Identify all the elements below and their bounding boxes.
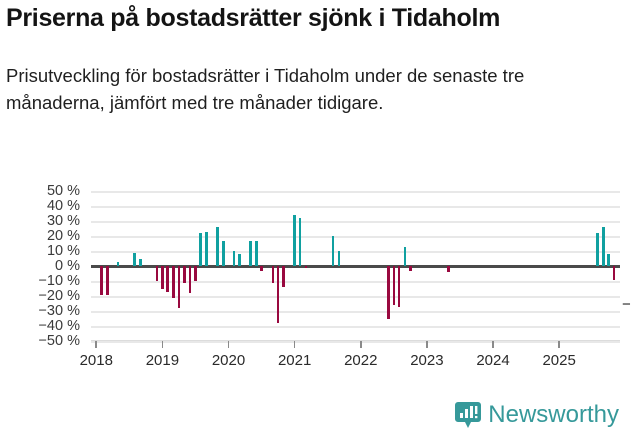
x-axis-tick-mark [95,341,98,348]
chart-bar [276,266,280,323]
chart-bar [177,266,181,308]
chart-bar [232,251,236,266]
x-axis-tick-mark [227,341,230,348]
y-axis-tick-label: 40 % [46,198,80,214]
y-axis-tick-label: −20 % [38,288,80,304]
chart-bar [182,266,186,283]
x-axis-tick-mark [492,341,494,348]
x-axis-tick-mark [293,341,296,348]
last-value-annotation: −9 % [622,295,631,313]
x-axis-line [91,340,620,341]
x-axis-tick-mark [426,341,428,348]
y-axis-tick-label: −30 % [38,303,80,319]
gridline [91,236,620,238]
y-axis-tick-label: −10 % [38,273,80,289]
chart-bar [133,252,136,266]
gridline [91,281,620,283]
y-axis-tick-label: 0 % [55,258,80,274]
chart-bar [238,254,242,266]
chart-bar [293,215,296,266]
chart-bar [166,266,169,292]
newsworthy-logo: Newsworthy [455,401,619,429]
chart-bar [139,258,142,266]
chart-bar [607,254,611,266]
x-axis-tick-label: 2022 [344,352,378,369]
chart-bar [337,251,341,266]
x-axis-tick-label: 2020 [211,352,246,369]
chart-bar [106,266,109,295]
chart-bar [249,240,252,266]
y-axis-tick-label: 50 % [46,183,80,199]
gridline [91,251,620,253]
x-axis-tick-label: 2018 [79,352,113,369]
chart-bar [172,266,175,298]
brand-name: Newsworthy [488,401,619,428]
bar-chart-marker-icon [455,401,482,429]
chart-bar [331,236,335,266]
chart-bar [116,261,120,266]
x-axis-tick-label: 2024 [476,352,510,369]
x-axis-tick-label: 2023 [410,352,444,369]
x-axis-tick-label: 2021 [277,352,312,369]
chart-bar [596,233,599,266]
chart-bar [612,266,616,280]
price-development-bar-chart: 50 % 40 % 30 % 20 % 10 % 0 % −10 % −20 % −30 % −4… [0,180,631,385]
chart-bar [205,231,208,266]
chart-bar [392,266,396,305]
gridline [91,311,620,313]
chart-bar [260,266,263,271]
chart-bar [387,266,390,319]
zero-line [91,265,620,268]
gridline [91,206,620,208]
chart-bar [282,266,285,287]
chart-bar [100,266,103,295]
chart-bar [397,266,401,307]
gridline [91,191,620,193]
page-subtitle: Prisutveckling för bostadsrätter i Tidah… [6,65,525,113]
x-axis-tick-label: 2019 [145,352,180,369]
gridline [91,221,620,223]
x-axis-tick-mark [359,341,362,348]
chart-bar [255,240,258,266]
chart-bar [602,227,605,266]
chart-bar [447,266,451,272]
x-axis-tick-mark [558,341,560,348]
y-axis-tick-label: −50 % [38,333,80,349]
x-axis-tick-mark [161,341,164,348]
y-axis-tick-labels: 50 % 40 % 30 % 20 % 10 % 0 % −10 % −20 % −30 % −4… [0,180,80,385]
y-axis-tick-label: −40 % [38,318,80,334]
chart-bar [409,266,412,271]
chart-bar [194,266,197,281]
gridline [91,341,620,343]
chart-bar [161,266,164,289]
chart-bar [304,266,308,268]
chart-bar [199,233,203,266]
y-axis-tick-label: 20 % [46,228,80,244]
chart-bar [403,246,407,266]
chart-bar [155,266,159,281]
chart-bar [221,240,225,266]
y-axis-tick-label: 10 % [46,243,80,259]
gridline [91,326,620,328]
x-axis-tick-label: 2025 [542,352,576,369]
chart-bar [298,218,302,266]
chart-bar [188,266,192,293]
gridline [91,296,620,298]
y-axis-tick-label: 30 % [46,213,80,229]
chart-bar [215,227,219,266]
chart-bar [271,266,275,283]
chart-plot-area: 50 % 40 % 30 % 20 % 10 % 0 % −10 % −20 % −30 % −4… [0,180,631,385]
page-title: Priserna på bostadsrätter sjönk i Tidaho… [6,4,501,32]
